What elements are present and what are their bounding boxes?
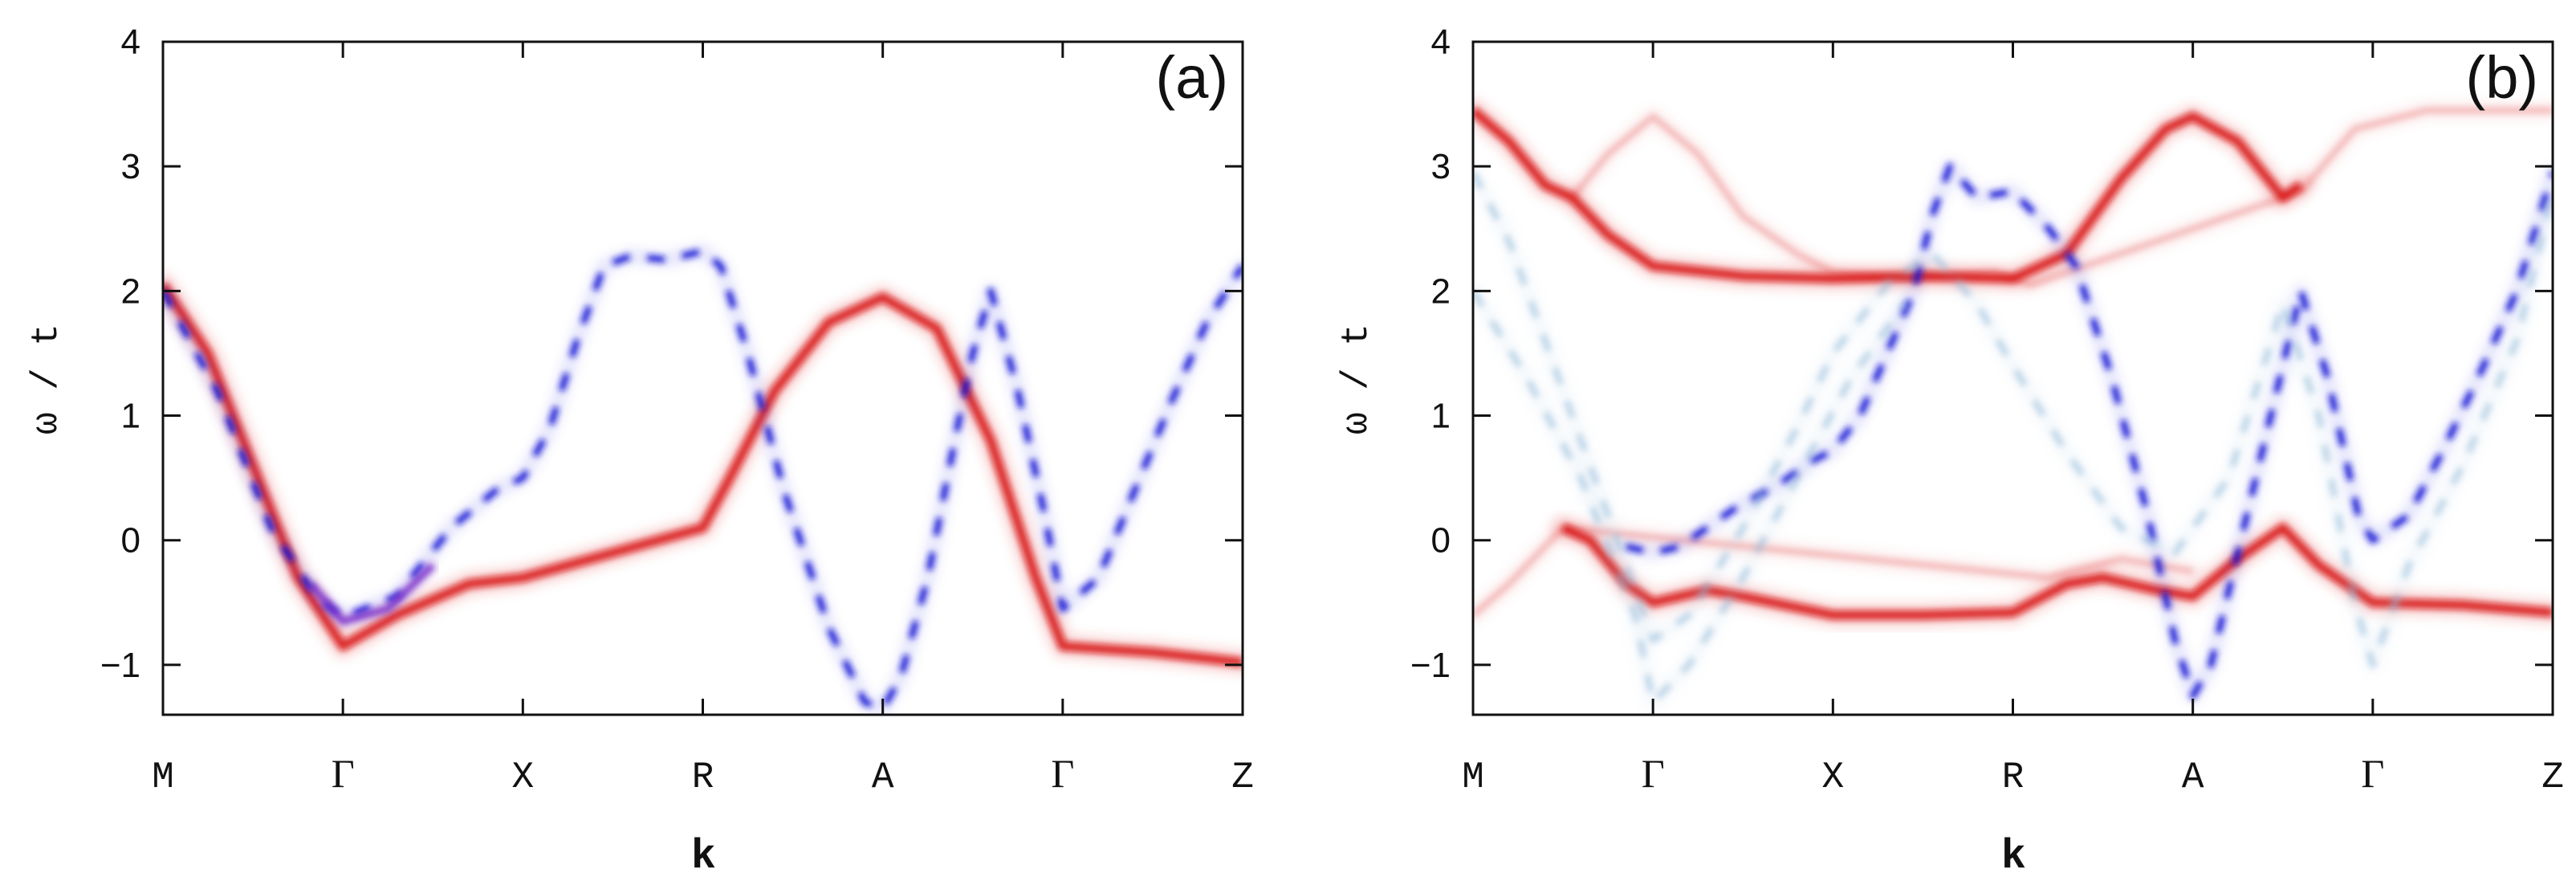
- panel-b-y-tick-label: 4: [1431, 22, 1451, 62]
- panel-a-series-1: [163, 243, 1243, 715]
- panel-b-series-4-line: [1625, 163, 2553, 699]
- panel-b-series-0: [1473, 98, 2314, 291]
- panel-b-x-tick-label: Z: [2541, 757, 2564, 798]
- panel-a-series-2-line: [307, 562, 436, 626]
- panel-b-series-4-glow: [1618, 159, 2553, 704]
- panel-b-series-1: [1563, 101, 2553, 294]
- panel-a-x-tick-label: Γ: [1051, 751, 1074, 796]
- panel-b-y-tick-label: −1: [1410, 646, 1451, 685]
- panel-b-series-5: [1473, 165, 2553, 672]
- panel-b-series-3-line: [1473, 524, 2194, 618]
- panel-a-y-tick-label: 4: [121, 22, 140, 62]
- panel-a-x-tick-label: A: [872, 757, 894, 798]
- panel-b-x-tick-label: A: [2182, 757, 2204, 798]
- panel-b-x-tick-label: R: [2002, 757, 2025, 798]
- panel-a-y-tick-label: 0: [121, 521, 140, 561]
- panel-a-x-axis-label: k: [692, 830, 715, 877]
- panel-b: (b) −1 0 1 2 3 4 M Γ X R A Γ Z ω / t k: [1336, 22, 2564, 877]
- panel-a-series-1-glow: [163, 243, 1243, 715]
- panel-a-x-tick-label: M: [152, 757, 174, 798]
- panel-a-x-tick-label: Γ: [332, 751, 355, 796]
- panel-b-series-5-line: [1473, 171, 2553, 668]
- panel-b-x-tick-label: Γ: [2361, 751, 2384, 796]
- panel-a-y-tick-label: −1: [100, 646, 140, 685]
- panel-a-y-ticks: −1 0 1 2 3 4: [100, 22, 1243, 685]
- panel-b-x-tick-label: M: [1462, 757, 1484, 798]
- panel-a-series-2: [304, 559, 439, 627]
- panel-a-label: (a): [1156, 44, 1228, 111]
- panel-b-series-1-line: [1569, 107, 2553, 288]
- panel-a-y-tick-label: 1: [121, 397, 140, 436]
- panel-b-x-axis-label: k: [2002, 830, 2025, 877]
- panel-a-x-tick-label: X: [512, 757, 535, 798]
- panel-b-y-tick-label: 2: [1431, 271, 1451, 311]
- panel-b-y-tick-label: 3: [1431, 147, 1451, 186]
- panel-a-y-tick-label: 2: [121, 271, 140, 311]
- panel-a-y-axis-label: ω / t: [26, 324, 67, 434]
- panel-b-x-tick-label: Γ: [1642, 751, 1665, 796]
- panel-a: (a) −1 0 1 2 3 4 M Γ X R A Γ Z ω / t k: [26, 22, 1254, 877]
- panel-b-series-0-glow: [1473, 98, 2314, 291]
- panel-b-series-3: [1473, 519, 2202, 624]
- panel-b-series-6: [1473, 283, 1912, 710]
- panel-b-x-tick-label: X: [1822, 757, 1845, 798]
- panel-a-x-tick-label: R: [692, 757, 714, 798]
- panel-b-y-tick-label: 1: [1431, 397, 1451, 436]
- panel-b-y-tick-label: 0: [1431, 521, 1451, 561]
- panel-a-y-tick-label: 3: [121, 147, 140, 186]
- panel-b-label: (b): [2466, 44, 2538, 111]
- panel-a-x-tick-label: Z: [1231, 757, 1254, 798]
- panel-a-plot-area: [163, 243, 1243, 715]
- panel-b-plot-area: [1473, 98, 2553, 710]
- panel-b-series-6-glow: [1473, 283, 1912, 710]
- panel-b-series-4: [1618, 159, 2553, 704]
- panel-b-y-axis-label: ω / t: [1336, 324, 1378, 434]
- panel-b-y-ticks: −1 0 1 2 3 4: [1410, 22, 2553, 685]
- panel-b-series-2: [1551, 516, 2553, 627]
- panel-b-series-2-line: [1561, 523, 2553, 620]
